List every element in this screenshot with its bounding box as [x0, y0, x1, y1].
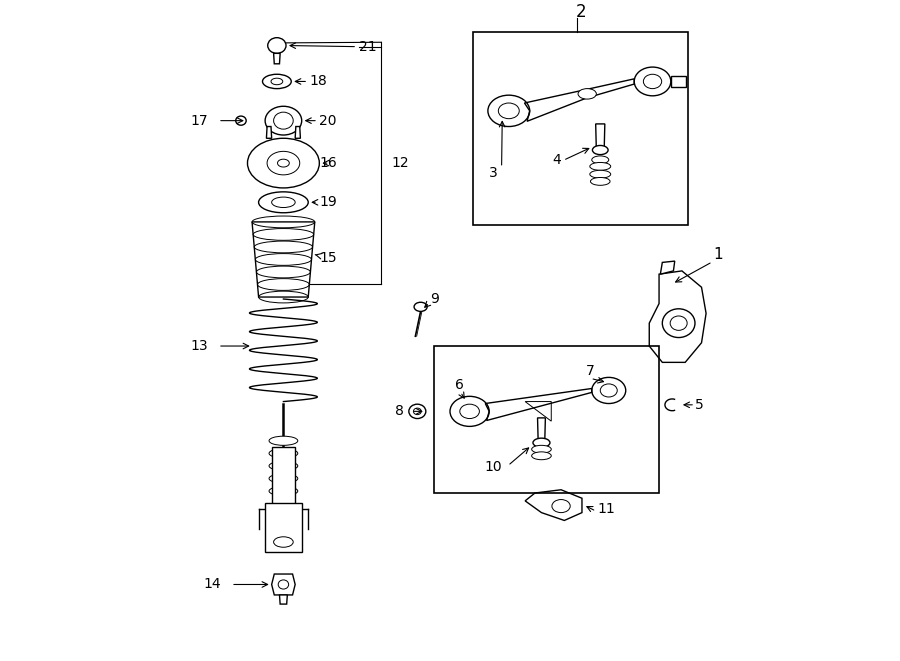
Ellipse shape: [256, 254, 311, 265]
Ellipse shape: [592, 145, 608, 155]
Text: 2: 2: [575, 3, 586, 20]
Ellipse shape: [644, 74, 662, 89]
Ellipse shape: [662, 309, 695, 338]
Ellipse shape: [450, 397, 490, 426]
Text: 5: 5: [695, 398, 704, 412]
Text: 10: 10: [484, 460, 502, 474]
Text: 21: 21: [290, 40, 376, 54]
Ellipse shape: [257, 279, 310, 290]
Ellipse shape: [590, 178, 610, 185]
Ellipse shape: [413, 408, 421, 414]
Ellipse shape: [670, 316, 687, 330]
Ellipse shape: [267, 151, 300, 175]
Ellipse shape: [254, 241, 312, 253]
Ellipse shape: [409, 404, 426, 418]
Ellipse shape: [592, 377, 626, 403]
Ellipse shape: [274, 112, 293, 129]
Text: 14: 14: [203, 578, 221, 592]
Ellipse shape: [533, 438, 550, 447]
Text: 8: 8: [395, 405, 404, 418]
Ellipse shape: [271, 78, 283, 85]
Ellipse shape: [590, 163, 611, 171]
Text: 13: 13: [191, 339, 208, 353]
Ellipse shape: [532, 452, 552, 459]
Ellipse shape: [253, 229, 314, 241]
Bar: [266, 503, 302, 552]
Text: 11: 11: [597, 502, 615, 516]
Polygon shape: [266, 126, 272, 138]
Ellipse shape: [252, 216, 315, 228]
Ellipse shape: [236, 116, 247, 125]
Ellipse shape: [488, 95, 530, 126]
Ellipse shape: [269, 461, 298, 471]
Text: 7: 7: [586, 364, 595, 378]
Bar: [670, 76, 687, 87]
Polygon shape: [537, 418, 545, 443]
Text: 15: 15: [315, 251, 337, 265]
Text: 19: 19: [312, 195, 338, 210]
Bar: [472, 32, 688, 225]
Polygon shape: [274, 54, 280, 64]
Ellipse shape: [267, 38, 286, 54]
Ellipse shape: [499, 103, 519, 119]
Polygon shape: [280, 595, 287, 604]
Ellipse shape: [269, 474, 298, 483]
Text: 3: 3: [490, 166, 498, 180]
Ellipse shape: [272, 197, 295, 208]
Ellipse shape: [256, 266, 310, 278]
Ellipse shape: [532, 446, 552, 453]
Ellipse shape: [258, 192, 308, 213]
Ellipse shape: [590, 171, 611, 178]
Ellipse shape: [269, 449, 298, 458]
Polygon shape: [295, 126, 301, 138]
Text: 9: 9: [430, 292, 439, 306]
Text: 18: 18: [295, 75, 328, 89]
Polygon shape: [596, 124, 605, 150]
Ellipse shape: [578, 89, 597, 99]
Text: 17: 17: [191, 114, 208, 128]
Ellipse shape: [592, 156, 608, 164]
Text: 6: 6: [455, 378, 464, 392]
Ellipse shape: [634, 67, 670, 96]
Ellipse shape: [266, 106, 302, 135]
Ellipse shape: [263, 74, 292, 89]
Text: 1: 1: [713, 247, 723, 262]
Ellipse shape: [274, 537, 293, 547]
Ellipse shape: [552, 500, 571, 513]
Polygon shape: [661, 261, 675, 274]
Ellipse shape: [600, 384, 617, 397]
Ellipse shape: [460, 404, 480, 418]
Text: 16: 16: [320, 156, 338, 170]
Text: 20: 20: [306, 114, 337, 128]
Bar: [434, 346, 659, 493]
Ellipse shape: [414, 302, 427, 311]
Text: 12: 12: [392, 156, 409, 170]
Ellipse shape: [269, 436, 298, 446]
Ellipse shape: [248, 138, 320, 188]
Bar: [272, 447, 295, 506]
Polygon shape: [272, 574, 295, 595]
Ellipse shape: [258, 291, 308, 303]
Ellipse shape: [269, 486, 298, 496]
Ellipse shape: [278, 580, 289, 589]
Text: 4: 4: [553, 153, 561, 167]
